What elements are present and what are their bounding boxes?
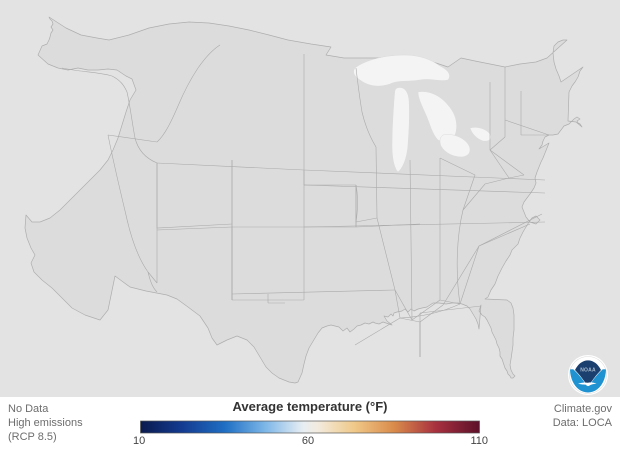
svg-text:NOAA: NOAA bbox=[580, 368, 596, 374]
